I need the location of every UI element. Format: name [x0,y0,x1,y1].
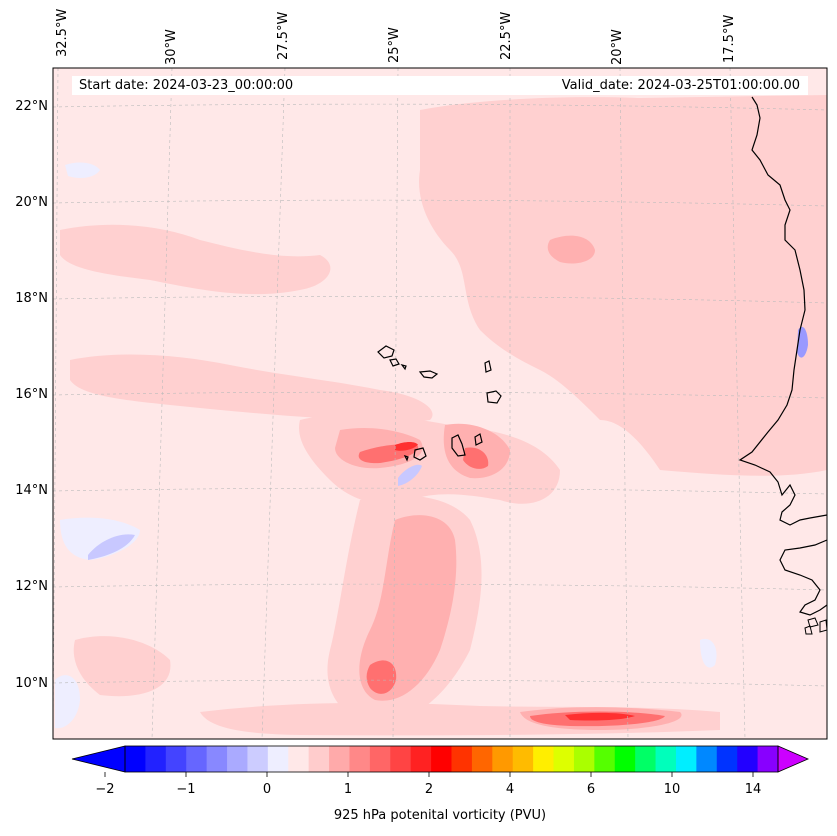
colorbar-cell [267,746,289,772]
map-panel [52,67,828,740]
colorbar-cell [186,746,208,772]
lon-label-17-5w: 17.5°W [722,14,737,63]
colorbar-tick-label: −1 [176,782,196,797]
colorbar-cell [288,746,310,772]
colorbar-cell [145,746,167,772]
pv-field-pink-ne [547,235,595,264]
africa-coastline-south [779,539,828,616]
colorbar-cell [369,746,391,772]
pv-field-strong-red-bottom [565,712,635,721]
pv-field-light-blue-sw2 [700,638,717,668]
info-box [72,76,808,95]
pv-field-blue-center [398,464,422,486]
colorbar-cell [594,746,616,772]
lon-label-27-5w: 27.5°W [276,11,291,60]
colorbar-cell [492,746,514,772]
pv-field-light-blue-nw [65,162,100,178]
pv-field-strong-red-center [395,442,418,451]
lat-label-16n: 16°N [15,387,48,402]
colorbar-over-triangle [777,745,810,773]
colorbar-cell [125,746,147,772]
colorbar-tick-label: 6 [586,782,596,797]
colorbar-cell [206,746,228,772]
colorbar-cell [573,746,595,772]
colorbar-cell [614,746,636,772]
pv-field-red-ce [463,447,489,469]
colorbar-cell [655,746,677,772]
colorbar [71,745,810,777]
pv-field-pink-south [359,515,457,701]
pv-field-light-blue-w [60,517,140,560]
colorbar-ticks [104,772,754,777]
colorbar-cell [635,746,657,772]
colorbar-cell [471,746,493,772]
colorbar-tick-label: 0 [262,782,272,797]
gridlines [52,67,828,740]
cape-verde-islands [377,345,502,462]
colorbar-tick-label: 14 [744,782,762,797]
colorbar-cell [533,746,555,772]
pv-field-light-pink-sw [73,636,171,697]
pv-field-light-pink-w [70,354,433,423]
lat-label-12n: 12°N [15,579,48,594]
colorbar-cell [553,746,575,772]
colorbar-cell [165,746,187,772]
colorbar-cell [696,746,718,772]
colorbar-title: 925 hPa potenital vorticity (PVU) [333,808,547,823]
lat-label-20n: 20°N [15,195,48,210]
lon-label-22-5w: 22.5°W [499,11,514,60]
valid-date-label: Valid_date: 2024-03-25T01:00:00.00 [561,78,800,93]
pv-field-blue-w [88,534,135,560]
lon-label-30w: 30°W [164,29,179,65]
colorbar-cell [247,746,269,772]
colorbar-tick-label: 10 [663,782,681,797]
lat-label-22n: 22°N [15,99,48,114]
pv-field-light-pink-ne [419,95,827,476]
colorbar-frame [124,745,779,773]
colorbar-cell [451,746,473,772]
colorbar-cell [227,746,249,772]
map-frame [52,67,828,740]
colorbar-tick-label: 2 [424,782,434,797]
pv-field-light-blue-sw [55,675,80,729]
lat-label-18n: 18°N [15,291,48,306]
lat-label-14n: 14°N [15,483,48,498]
lon-label-25w: 25°W [387,27,402,63]
lon-label-32-5w: 32.5°W [55,8,70,57]
colorbar-cell [308,746,330,772]
colorbar-cell [329,746,351,772]
colorbar-cell [757,746,779,772]
colorbar-cell [390,746,412,772]
start-date-label: Start date: 2024-03-23_00:00:00 [79,78,294,93]
colorbar-cell [716,746,738,772]
colorbar-tick-label: 1 [343,782,353,797]
colorbar-tick-label: −2 [95,782,115,797]
colorbar-cell [675,746,697,772]
lat-label-10n: 10°N [15,676,48,691]
colorbar-cell [737,746,759,772]
colorbar-tick-label: 4 [505,782,515,797]
colorbar-cell [349,746,371,772]
colorbar-under-triangle [71,745,126,773]
colorbar-cell [431,746,453,772]
colorbar-cell [512,746,534,772]
lon-label-20w: 20°W [610,29,625,65]
colorbar-cell [410,746,432,772]
pv-field-red-south [366,660,397,694]
pv-field-light-pink-nw1 [60,224,331,295]
africa-coastline [738,96,828,526]
